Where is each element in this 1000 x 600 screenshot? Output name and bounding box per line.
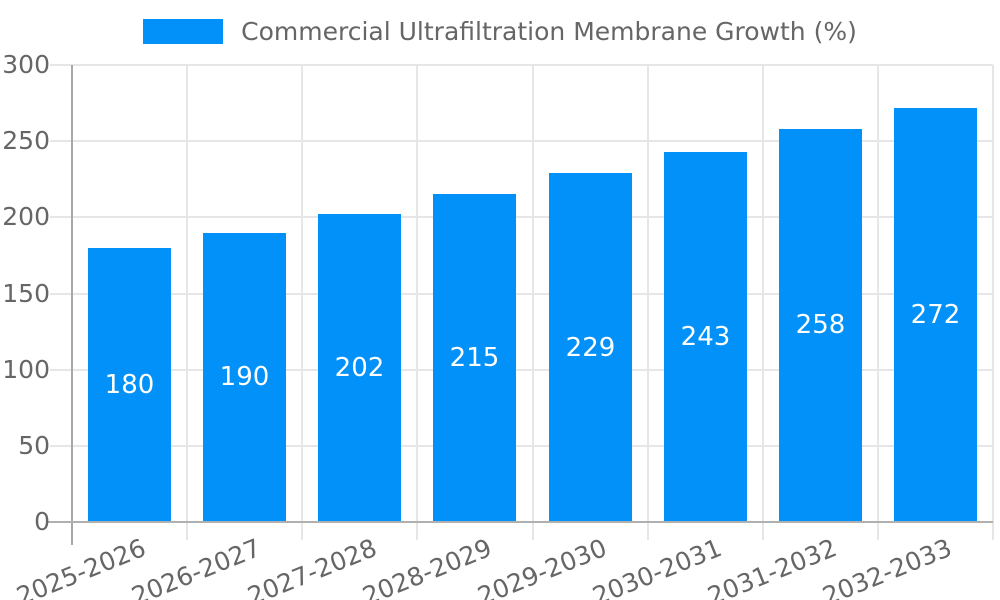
bar-value-label: 202: [334, 353, 385, 383]
x-gridline: [647, 65, 649, 540]
bar-value-label: 258: [795, 310, 846, 340]
x-gridline: [301, 65, 303, 540]
x-gridline: [186, 65, 188, 540]
bar: [664, 152, 747, 522]
y-gridline: [50, 64, 993, 66]
x-tick-label: 2027-2028: [243, 533, 381, 600]
y-tick-label: 250: [2, 126, 50, 155]
bar: [203, 233, 286, 522]
y-gridline: [50, 445, 993, 447]
x-gridline: [762, 65, 764, 540]
y-tick-label: 150: [2, 279, 50, 308]
bar: [318, 214, 401, 522]
legend-item[interactable]: Commercial Ultrafiltration Membrane Grow…: [0, 17, 1000, 46]
y-axis-line: [71, 65, 73, 545]
x-axis-baseline: [48, 521, 993, 523]
bar-value-label: 180: [104, 370, 155, 400]
y-gridline: [50, 140, 993, 142]
bar-value-label: 215: [449, 343, 500, 373]
x-tick-label: 2032-2033: [818, 533, 956, 600]
x-gridline: [532, 65, 534, 540]
legend-swatch: [143, 19, 224, 44]
y-tick-label: 300: [2, 50, 50, 79]
x-tick-label: 2026-2027: [127, 533, 266, 600]
bar-value-label: 190: [219, 362, 270, 392]
y-tick-label: 100: [2, 355, 50, 384]
legend-label: Commercial Ultrafiltration Membrane Grow…: [241, 17, 857, 46]
x-tick-label: 2028-2029: [358, 533, 496, 600]
bar: [894, 108, 977, 522]
y-gridline: [50, 293, 993, 295]
y-tick-label: 0: [34, 507, 50, 536]
bar: [549, 173, 632, 522]
y-tick-label: 50: [18, 431, 50, 460]
bar: [779, 129, 862, 522]
bar-value-label: 272: [910, 300, 961, 330]
x-gridline: [992, 65, 994, 540]
x-gridline: [416, 65, 418, 540]
y-gridline: [50, 216, 993, 218]
bar-value-label: 229: [565, 333, 616, 363]
x-gridline: [877, 65, 879, 540]
bar: [433, 194, 516, 522]
bar-value-label: 243: [680, 322, 731, 352]
bar: [88, 248, 171, 522]
y-tick-label: 200: [2, 202, 50, 231]
y-gridline: [50, 369, 993, 371]
